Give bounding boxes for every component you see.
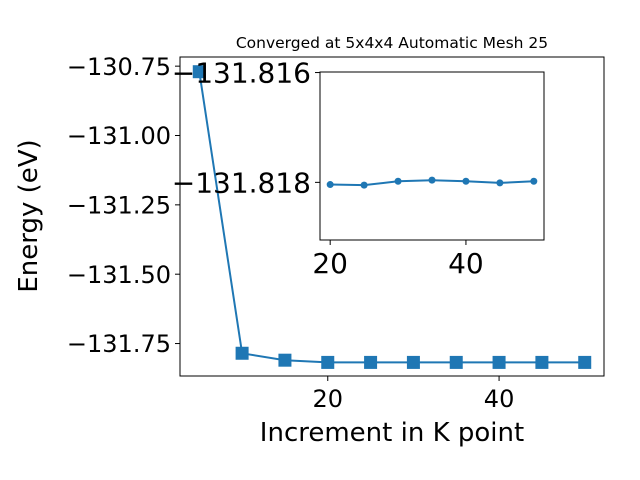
inset-data-point: [394, 177, 402, 185]
chart-title: Converged at 5x4x4 Automatic Mesh 25: [236, 34, 548, 52]
inset-data-point: [530, 177, 538, 185]
main-y-tick-label: −130.75: [67, 53, 171, 81]
inset-data-point: [428, 176, 436, 184]
main-data-point: [492, 355, 506, 369]
x-axis-label: Increment in K point: [260, 418, 524, 448]
main-data-point: [406, 355, 420, 369]
main-data-point: [235, 346, 249, 360]
inset-data-point: [496, 179, 504, 187]
main-data-point: [278, 353, 292, 367]
inset-x-tick-label: 20: [312, 247, 348, 280]
main-data-point: [449, 355, 463, 369]
main-y-tick-label: −131.75: [67, 330, 171, 358]
inset-plot-background: [320, 72, 544, 240]
main-plot-frame: [179, 56, 605, 377]
main-data-point: [364, 355, 378, 369]
main-x-tick-label: 20: [312, 385, 343, 413]
inset-y-tick-label: −131.818: [172, 166, 311, 199]
inset-data-point: [462, 177, 470, 185]
main-data-point: [578, 355, 592, 369]
main-y-tick-label: −131.50: [67, 261, 171, 289]
inset-data-point: [326, 181, 334, 189]
main-x-tick-label: 40: [484, 385, 515, 413]
main-series-line: [198, 71, 585, 364]
inset-data-point: [360, 181, 368, 189]
main-y-tick-label: −131.25: [67, 191, 171, 219]
main-y-tick-label: −131.00: [67, 122, 171, 150]
inset-y-tick-label: −131.816: [172, 57, 311, 90]
y-axis-label: Energy (eV): [14, 139, 44, 292]
main-data-point: [321, 355, 335, 369]
inset-x-tick-label: 40: [448, 247, 484, 280]
main-data-point: [192, 65, 206, 79]
main-data-point: [535, 355, 549, 369]
inset-plot-frame: [319, 71, 545, 241]
